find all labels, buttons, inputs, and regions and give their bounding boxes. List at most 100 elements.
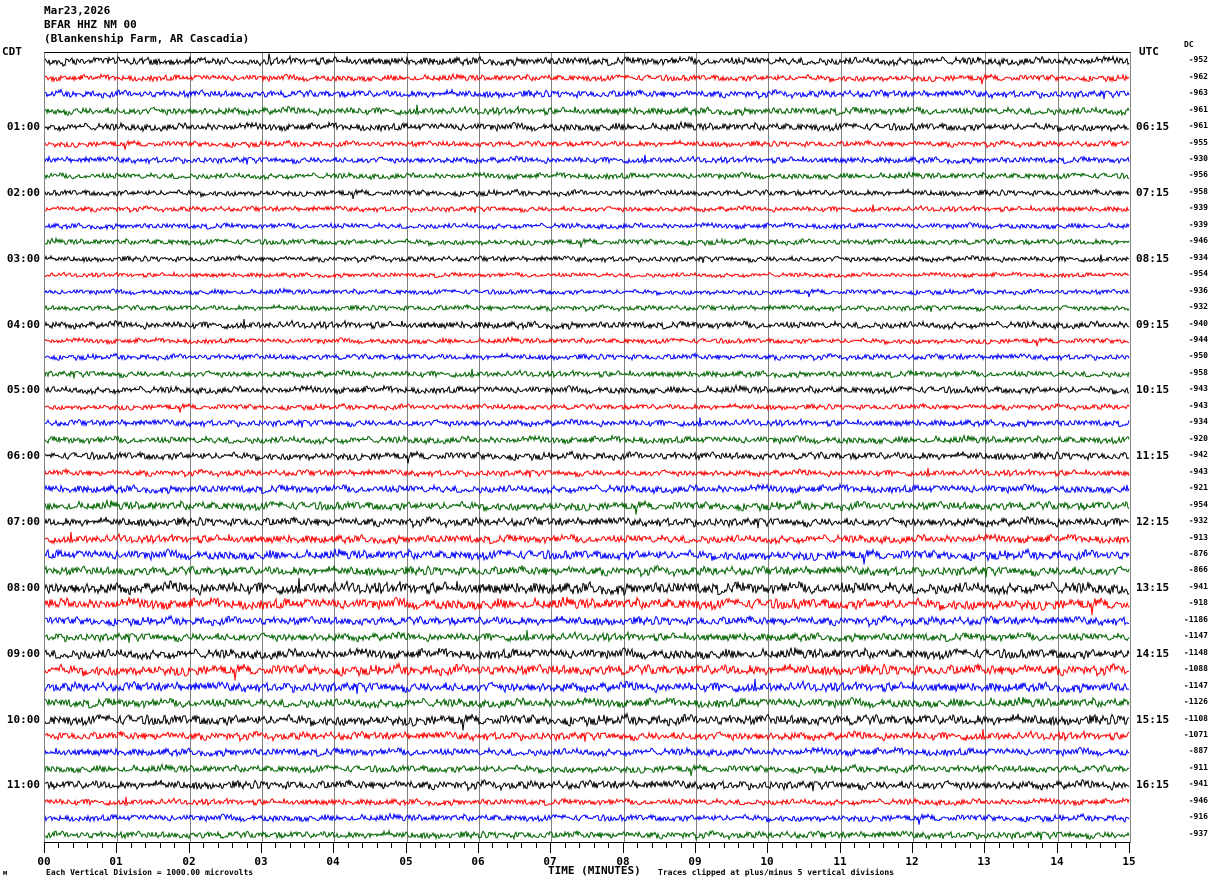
seismogram-trace xyxy=(45,194,1130,224)
seismogram-trace xyxy=(45,458,1130,488)
x-tick-minor xyxy=(102,842,103,848)
seismogram-trace xyxy=(45,145,1130,175)
x-tick-label: 00 xyxy=(37,855,51,868)
seismogram-trace xyxy=(45,770,1130,800)
dc-value: -866 xyxy=(1188,565,1208,575)
x-tick-minor xyxy=(290,842,291,848)
dc-value: -946 xyxy=(1188,236,1208,246)
x-tick-label: 01 xyxy=(109,855,123,868)
right-hour-label: 08:15 xyxy=(1136,251,1170,265)
left-hour-label: 10:00 xyxy=(6,712,40,726)
dc-value: -1071 xyxy=(1183,730,1208,740)
right-hour-label: 15:15 xyxy=(1136,712,1170,726)
x-tick-minor xyxy=(464,842,465,848)
dc-value: -961 xyxy=(1188,121,1208,131)
seismogram-trace xyxy=(45,705,1130,735)
x-tick-major xyxy=(623,842,624,853)
x-tick-minor xyxy=(681,842,682,848)
x-tick-minor xyxy=(232,842,233,848)
gridline-minute xyxy=(334,53,335,843)
x-tick-minor xyxy=(709,842,710,848)
seismogram-trace xyxy=(45,754,1130,784)
x-tick-minor xyxy=(319,842,320,848)
seismogram-trace xyxy=(45,622,1130,652)
dc-column-header: DC xyxy=(1184,40,1194,49)
x-tick-label: 11 xyxy=(833,855,847,868)
x-tick-minor xyxy=(348,842,349,848)
x-tick-label: 05 xyxy=(399,855,413,868)
x-tick-minor xyxy=(869,842,870,848)
dc-value: -934 xyxy=(1188,417,1208,427)
dc-value: -955 xyxy=(1188,137,1208,147)
dc-value: -887 xyxy=(1188,746,1208,756)
header-date: Mar23,2026 xyxy=(44,4,111,17)
x-tick-label: 10 xyxy=(760,855,774,868)
x-tick-label: 02 xyxy=(182,855,196,868)
dc-value: -950 xyxy=(1188,351,1208,361)
dc-value: -916 xyxy=(1188,812,1208,822)
dc-value: -943 xyxy=(1188,400,1208,410)
x-tick-minor xyxy=(579,842,580,848)
x-tick-minor xyxy=(637,842,638,848)
dc-value: -1186 xyxy=(1183,614,1208,624)
x-tick-minor xyxy=(521,842,522,848)
x-tick-minor xyxy=(724,842,725,848)
x-tick-label: 03 xyxy=(254,855,268,868)
seismogram-trace xyxy=(45,655,1130,685)
x-tick-minor xyxy=(811,842,812,848)
header-station-code: BFAR HHZ NM 00 xyxy=(44,18,137,31)
x-tick-minor xyxy=(218,842,219,848)
x-tick-minor xyxy=(203,842,204,848)
seismogram-trace xyxy=(45,96,1130,126)
seismogram-trace xyxy=(45,178,1130,208)
right-hour-label: 10:15 xyxy=(1136,383,1170,397)
seismogram-trace xyxy=(45,375,1130,405)
x-tick-minor xyxy=(1115,842,1116,848)
seismogram-trace xyxy=(45,524,1130,554)
x-tick-minor xyxy=(1071,842,1072,848)
left-hour-label: 11:00 xyxy=(6,778,40,792)
gridline-minute xyxy=(479,53,480,843)
dc-value: -961 xyxy=(1188,104,1208,114)
x-tick-minor xyxy=(825,842,826,848)
dc-value: -962 xyxy=(1188,71,1208,81)
x-axis-line xyxy=(44,842,1130,843)
left-timezone-label: CDT xyxy=(2,45,22,58)
gridline-minute xyxy=(624,53,625,843)
seismogram-trace xyxy=(45,277,1130,307)
x-tick-minor xyxy=(1013,842,1014,848)
x-tick-major xyxy=(116,842,117,853)
dc-value: -941 xyxy=(1188,581,1208,591)
gridline-minute xyxy=(117,53,118,843)
left-hour-label: 05:00 xyxy=(6,383,40,397)
x-tick-label: 14 xyxy=(1050,855,1064,868)
x-tick-major xyxy=(1057,842,1058,853)
x-tick-minor xyxy=(883,842,884,848)
x-tick-label: 09 xyxy=(688,855,702,868)
seismogram-trace xyxy=(45,129,1130,159)
dc-value: -963 xyxy=(1188,88,1208,98)
x-tick-minor xyxy=(955,842,956,848)
x-tick-minor xyxy=(1086,842,1087,848)
seismogram-trace xyxy=(45,820,1130,850)
seismogram-trace xyxy=(45,606,1130,636)
dc-value: -939 xyxy=(1188,203,1208,213)
dc-value: -913 xyxy=(1188,532,1208,542)
seismogram-trace xyxy=(45,293,1130,323)
x-axis-title: TIME (MINUTES) xyxy=(548,864,641,877)
seismogram-trace xyxy=(45,787,1130,817)
right-hour-label: 07:15 xyxy=(1136,185,1170,199)
x-tick-minor xyxy=(941,842,942,848)
seismogram-trace xyxy=(45,326,1130,356)
right-timezone-label: UTC xyxy=(1139,45,1159,58)
gridline-minute xyxy=(768,53,769,843)
x-tick-label: 13 xyxy=(977,855,991,868)
seismogram-trace xyxy=(45,589,1130,619)
footer-clip-note: Traces clipped at plus/minus 5 vertical … xyxy=(658,868,895,877)
x-tick-minor xyxy=(1028,842,1029,848)
seismogram-trace xyxy=(45,161,1130,191)
dc-value: -956 xyxy=(1188,170,1208,180)
x-tick-minor xyxy=(608,842,609,848)
x-tick-label: 08 xyxy=(616,855,630,868)
seismogram-trace xyxy=(45,474,1130,504)
